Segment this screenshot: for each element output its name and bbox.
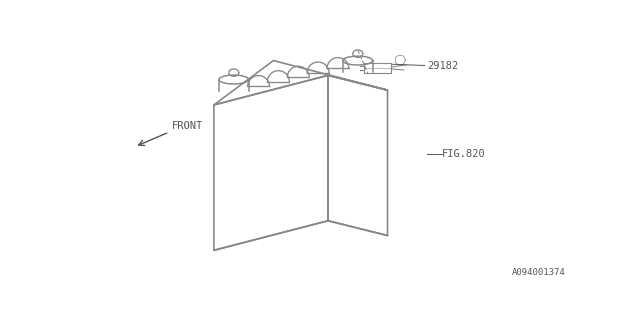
Text: 29182: 29182 — [428, 60, 458, 70]
Text: FRONT: FRONT — [172, 121, 203, 131]
Text: FIG.820: FIG.820 — [442, 149, 486, 159]
Text: A094001374: A094001374 — [513, 268, 566, 277]
